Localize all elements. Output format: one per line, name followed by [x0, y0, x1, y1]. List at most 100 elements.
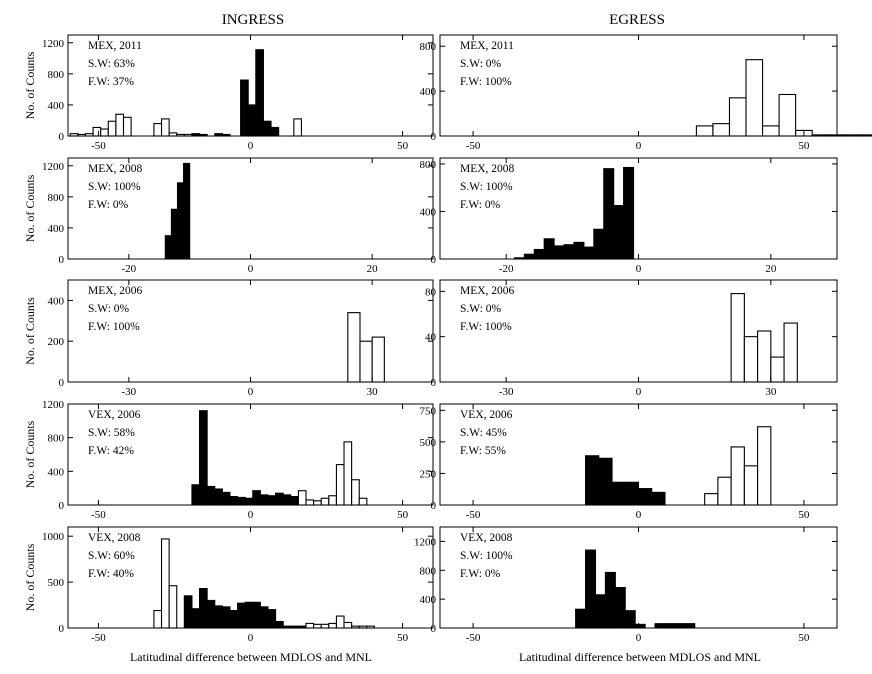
- x-tick-label: 0: [636, 263, 642, 275]
- y-axis-label: No. of Counts: [23, 51, 37, 119]
- y-tick-label: 800: [48, 433, 65, 445]
- x-tick-label: 50: [397, 632, 409, 644]
- bar-ingress-vex-2006-s.w-6: [237, 496, 246, 506]
- x-tick-label: 0: [636, 386, 642, 398]
- y-tick-label: 800: [420, 41, 437, 53]
- bar-egress-mex-2008-s.w-7: [583, 246, 595, 260]
- x-tick-label: -50: [91, 632, 106, 644]
- bar-ingress-mex-2011-f.w-7: [122, 116, 132, 137]
- y-axis-label: No. of Counts: [23, 174, 37, 242]
- x-tick-label: 30: [367, 386, 379, 398]
- bar-egress-vex-2008-s.w-6: [634, 623, 646, 629]
- bar-ingress-mex-2011-f.w-6: [115, 113, 125, 137]
- bar-egress-vex-2006-s.w-4: [637, 488, 653, 506]
- bar-egress-mex-2008-s.w-2: [533, 248, 545, 260]
- panel-annotation: VEX, 2008: [88, 532, 141, 544]
- y-tick-label: 500: [420, 437, 437, 449]
- bar-ingress-mex-2006-f.w-2: [371, 336, 385, 383]
- bar-ingress-vex-2006-f.w-4: [328, 495, 337, 506]
- bar-egress-mex-2011-f.w-3: [745, 59, 764, 137]
- bar-ingress-vex-2006-s.w-13: [290, 496, 299, 506]
- panel-annotation: F.W: 42%: [88, 445, 134, 457]
- x-tick-label: 30: [765, 386, 777, 398]
- bar-ingress-mex-2011-f.w-3: [92, 126, 102, 137]
- y-tick-label: 400: [48, 295, 65, 307]
- x-tick-label: 50: [397, 509, 409, 521]
- bar-ingress-mex-2011-f.w-23: [293, 118, 302, 137]
- panel-annotation: VEX, 2006: [460, 409, 513, 421]
- x-tick-label: -50: [91, 140, 106, 152]
- y-tick-label: 500: [48, 577, 65, 589]
- x-tick-label: 50: [798, 509, 810, 521]
- bar-ingress-mex-2006-f.w-0: [347, 312, 361, 383]
- y-tick-label: 0: [431, 131, 437, 143]
- bar-egress-vex-2008-s.w-5: [624, 610, 636, 629]
- y-tick-label: 0: [59, 500, 65, 512]
- y-tick-label: 200: [48, 336, 65, 348]
- panel-egress-mex-2006: -30 0 30 0 40 80 MEX, 2006 S.W: 0% F.W: 100%: [425, 279, 838, 398]
- panel-annotation: S.W: 0%: [460, 58, 502, 70]
- x-tick-label: 0: [636, 632, 642, 644]
- ingress-column-title: INGRESS: [222, 12, 285, 28]
- y-tick-label: 80: [425, 286, 437, 298]
- bar-egress-vex-2008-s.w-9: [664, 623, 676, 629]
- panel-annotation: S.W: 0%: [88, 303, 130, 315]
- bar-egress-vex-2008-s.w-3: [604, 571, 616, 629]
- ingress-x-axis-label: Latitudinal difference between MDLOS and…: [130, 650, 372, 664]
- bar-ingress-vex-2008-f.w-2: [168, 585, 178, 629]
- panel-annotation: F.W: 0%: [460, 199, 501, 211]
- bar-egress-vex-2006-s.w-1: [598, 457, 613, 506]
- x-tick-label: 0: [636, 509, 642, 521]
- panel-annotation: VEX, 2006: [88, 409, 141, 421]
- bar-ingress-vex-2008-s.w-11: [267, 609, 277, 629]
- bar-ingress-vex-2006-s.w-10: [267, 495, 277, 506]
- y-tick-label: 800: [420, 565, 437, 577]
- bar-egress-vex-2006-s.w-0: [585, 455, 600, 506]
- egress-x-axis-label: Latitudinal difference between MDLOS and…: [519, 650, 761, 664]
- x-tick-label: -50: [91, 509, 106, 521]
- y-tick-label: 0: [431, 500, 437, 512]
- bar-ingress-vex-2006-f.w-1: [305, 499, 315, 506]
- panel-annotation: F.W: 100%: [460, 321, 512, 333]
- bar-egress-mex-2006-f.w-1: [743, 336, 759, 383]
- y-tick-label: 0: [431, 254, 437, 266]
- bar-egress-vex-2008-s.w-1: [585, 549, 597, 629]
- y-tick-label: 1200: [414, 536, 437, 548]
- bar-egress-mex-2008-s.w-3: [543, 238, 555, 260]
- bar-ingress-vex-2006-s.w-1: [199, 410, 208, 506]
- y-axis-label: No. of Counts: [23, 420, 37, 488]
- panel-annotation: MEX, 2006: [460, 285, 515, 297]
- panel-annotation: F.W: 55%: [460, 445, 506, 457]
- bar-ingress-vex-2008-s.w-2: [199, 587, 208, 629]
- bar-ingress-vex-2006-s.w-4: [221, 491, 231, 506]
- bar-egress-mex-2008-s.w-1: [523, 253, 535, 260]
- bar-egress-mex-2011-f.w-9: [844, 134, 863, 137]
- bar-ingress-mex-2008-s.w-1: [170, 208, 179, 260]
- bar-ingress-vex-2008-s.w-1: [191, 608, 201, 629]
- bar-egress-vex-2006-f.w-3: [743, 465, 759, 506]
- panel-annotation: F.W: 40%: [88, 568, 134, 580]
- bar-egress-vex-2008-s.w-4: [614, 587, 626, 629]
- x-tick-label: 50: [798, 632, 810, 644]
- bar-ingress-vex-2006-s.w-5: [229, 496, 239, 506]
- y-tick-label: 0: [431, 623, 437, 635]
- bar-egress-mex-2008-s.w-6: [573, 241, 585, 260]
- y-tick-label: 400: [48, 100, 65, 112]
- bar-ingress-vex-2006-s.w-2: [206, 485, 216, 506]
- panel-annotation: S.W: 58%: [88, 427, 135, 439]
- x-tick-label: -30: [121, 386, 136, 398]
- y-tick-label: 1000: [42, 531, 65, 543]
- x-tick-label: 20: [367, 263, 379, 275]
- y-tick-label: 800: [48, 69, 65, 81]
- bar-ingress-vex-2008-f.w-0: [153, 609, 163, 629]
- bar-ingress-vex-2008-s.w-5: [221, 606, 231, 629]
- bar-egress-mex-2006-f.w-3: [770, 356, 785, 383]
- bar-ingress-mex-2011-s.w-2: [255, 49, 264, 137]
- panel-annotation: F.W: 0%: [88, 199, 129, 211]
- x-tick-label: -20: [121, 263, 136, 275]
- bar-ingress-vex-2006-s.w-0: [191, 484, 201, 506]
- bar-egress-mex-2011-f.w-4: [762, 125, 780, 137]
- bar-ingress-mex-2011-f.w-12: [160, 118, 170, 137]
